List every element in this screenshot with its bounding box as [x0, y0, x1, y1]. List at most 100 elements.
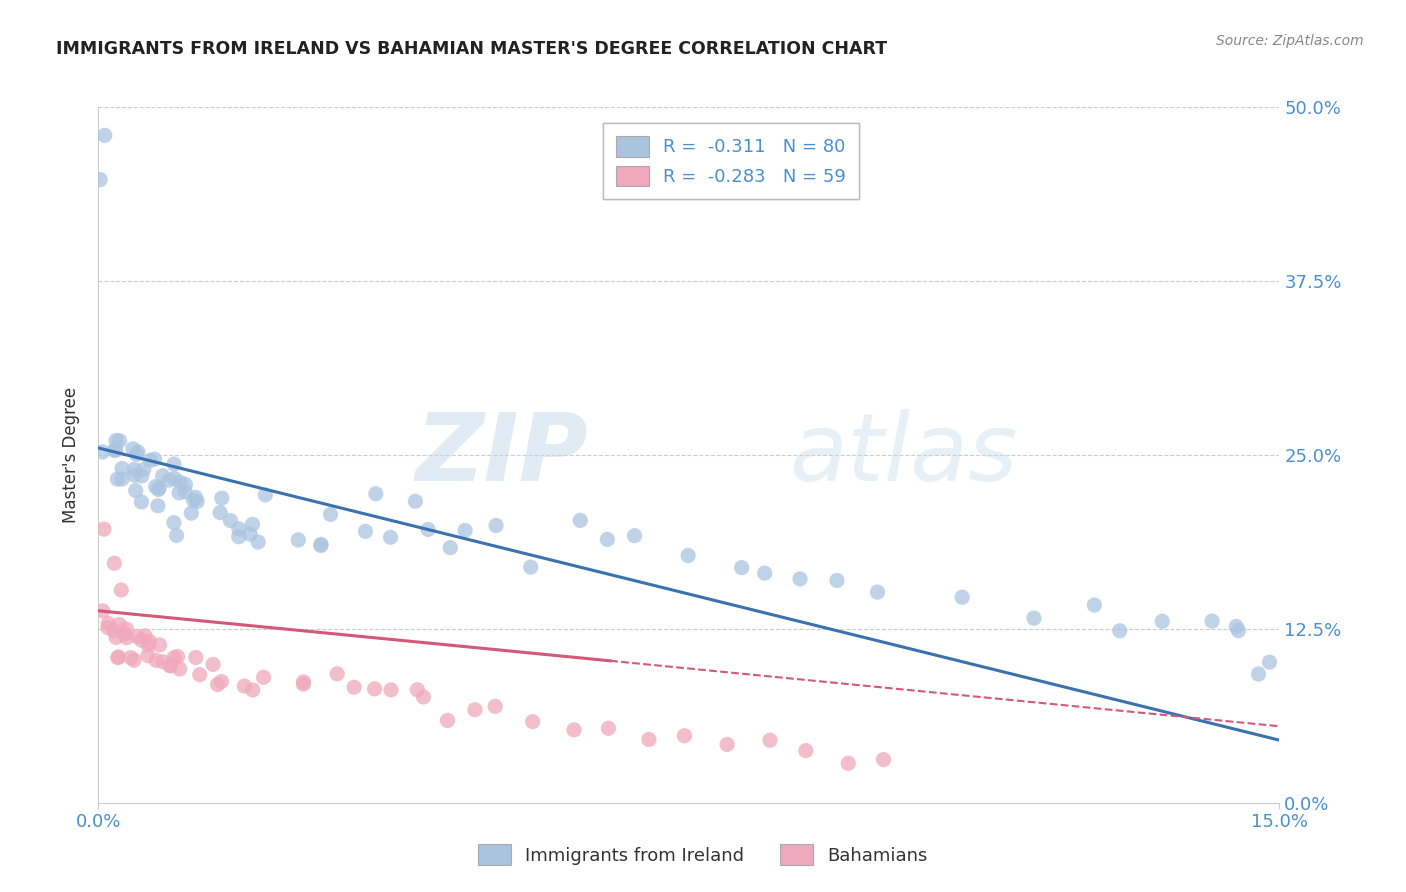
Point	[138, 634, 160, 648]
Point	[794, 744, 817, 758]
Point	[136, 638, 159, 652]
Text: ZIP: ZIP	[416, 409, 589, 501]
Point	[103, 556, 125, 570]
Point	[184, 650, 207, 665]
Point	[416, 523, 439, 537]
Point	[309, 537, 332, 551]
Point	[97, 616, 120, 631]
Point	[598, 721, 620, 735]
Point	[623, 529, 645, 543]
Point	[207, 677, 229, 691]
Point	[148, 638, 170, 652]
Point	[825, 574, 848, 588]
Point	[107, 650, 129, 665]
Point	[134, 629, 156, 643]
Point	[120, 650, 142, 665]
Point	[233, 679, 256, 693]
Point	[485, 518, 508, 533]
Point	[111, 461, 134, 475]
Point	[139, 453, 162, 467]
Point	[380, 530, 402, 544]
Point	[406, 682, 429, 697]
Point	[436, 714, 458, 728]
Point	[122, 653, 145, 667]
Point	[136, 648, 159, 663]
Text: IMMIGRANTS FROM IRELAND VS BAHAMIAN MASTER'S DEGREE CORRELATION CHART: IMMIGRANTS FROM IRELAND VS BAHAMIAN MAST…	[56, 40, 887, 58]
Point	[103, 443, 125, 458]
Point	[91, 445, 114, 459]
Point	[866, 585, 889, 599]
Point	[121, 442, 143, 456]
Point	[146, 499, 169, 513]
Point	[174, 477, 197, 491]
Point	[837, 756, 859, 771]
Point	[143, 452, 166, 467]
Point	[309, 539, 332, 553]
Legend: Immigrants from Ireland, Bahamians: Immigrants from Ireland, Bahamians	[470, 835, 936, 874]
Point	[183, 493, 205, 508]
Point	[1258, 655, 1281, 669]
Point	[97, 621, 120, 635]
Point	[169, 475, 191, 490]
Point	[454, 524, 477, 538]
Point	[789, 572, 811, 586]
Point	[439, 541, 461, 555]
Point	[569, 513, 592, 527]
Point	[166, 528, 188, 542]
Point	[211, 491, 233, 505]
Point	[94, 128, 117, 143]
Point	[364, 487, 387, 501]
Point	[167, 486, 190, 500]
Point	[166, 649, 188, 664]
Point	[104, 443, 127, 458]
Point	[202, 657, 225, 672]
Point	[731, 560, 754, 574]
Point	[115, 631, 138, 645]
Point	[1022, 611, 1045, 625]
Point	[254, 488, 277, 502]
Point	[562, 723, 585, 737]
Point	[363, 681, 385, 696]
Point	[754, 566, 776, 581]
Point	[127, 445, 149, 459]
Point	[163, 471, 186, 485]
Point	[103, 624, 125, 638]
Point	[484, 699, 506, 714]
Point	[127, 630, 149, 644]
Point	[152, 655, 174, 669]
Legend: R =  -0.311   N = 80, R =  -0.283   N = 59: R = -0.311 N = 80, R = -0.283 N = 59	[603, 123, 859, 199]
Point	[93, 522, 115, 536]
Point	[184, 491, 207, 505]
Point	[159, 658, 181, 673]
Point	[131, 495, 153, 509]
Point	[174, 484, 197, 499]
Point	[110, 583, 132, 598]
Point	[252, 670, 274, 684]
Point	[638, 732, 661, 747]
Point	[287, 533, 309, 547]
Point	[872, 753, 894, 767]
Point	[228, 530, 250, 544]
Point	[111, 472, 134, 486]
Point	[292, 674, 315, 689]
Point	[242, 517, 264, 532]
Point	[1225, 619, 1247, 633]
Point	[188, 667, 211, 681]
Point	[89, 172, 111, 186]
Point	[145, 653, 167, 667]
Point	[1152, 614, 1174, 628]
Point	[380, 682, 402, 697]
Point	[131, 469, 153, 483]
Point	[343, 680, 366, 694]
Point	[1201, 614, 1223, 628]
Point	[115, 622, 138, 636]
Point	[716, 738, 738, 752]
Point	[145, 479, 167, 493]
Point	[132, 462, 155, 476]
Point	[122, 462, 145, 476]
Point	[1247, 667, 1270, 681]
Point	[105, 434, 128, 448]
Point	[152, 468, 174, 483]
Point	[180, 506, 202, 520]
Point	[412, 690, 434, 704]
